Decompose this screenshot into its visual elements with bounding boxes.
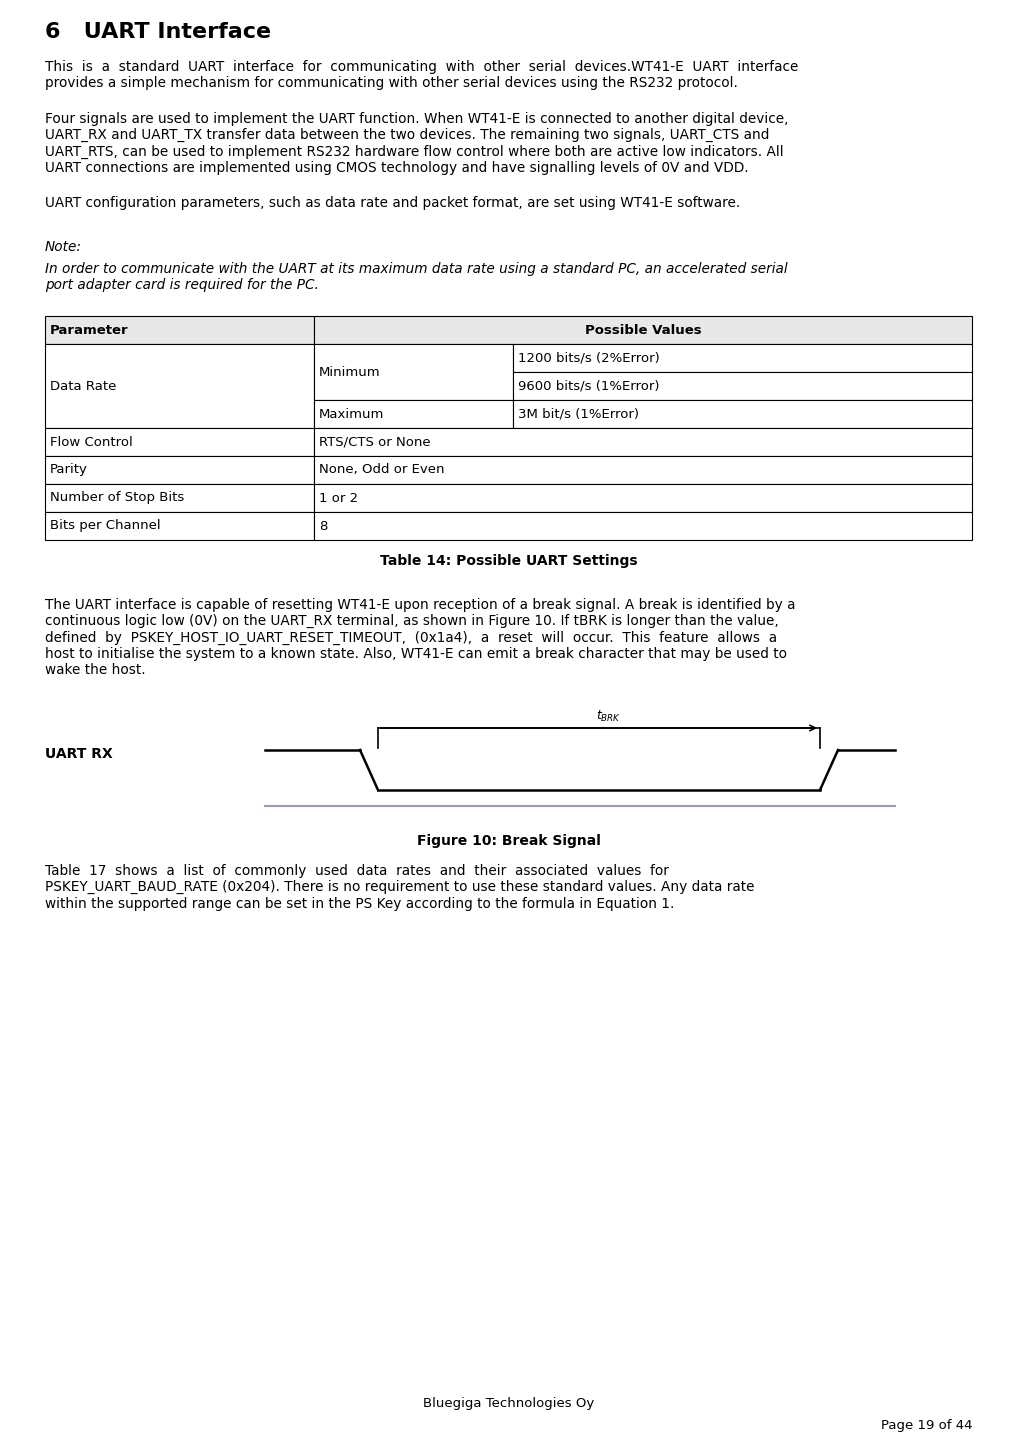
Text: Four signals are used to implement the UART function. When WT41-E is connected t: Four signals are used to implement the U…	[45, 112, 788, 174]
Text: In order to communicate with the UART at its maximum data rate using a standard : In order to communicate with the UART at…	[45, 262, 787, 293]
Text: Parameter: Parameter	[50, 323, 128, 336]
Text: Table 14: Possible UART Settings: Table 14: Possible UART Settings	[379, 554, 638, 568]
Bar	[45, 428, 313, 456]
Text: 6   UART Interface: 6 UART Interface	[45, 22, 271, 42]
Text: 3M bit/s (1%Error): 3M bit/s (1%Error)	[518, 408, 639, 421]
Text: Figure 10: Break Signal: Figure 10: Break Signal	[417, 833, 600, 848]
Bar	[514, 345, 972, 372]
Bar	[313, 456, 972, 485]
Bar	[313, 399, 514, 428]
Text: UART configuration parameters, such as data rate and packet format, are set usin: UART configuration parameters, such as d…	[45, 196, 740, 211]
Text: 8: 8	[318, 519, 327, 532]
Text: Parity: Parity	[50, 463, 87, 476]
Bar	[313, 485, 972, 512]
Text: Possible Values: Possible Values	[585, 323, 702, 336]
Bar	[514, 372, 972, 399]
Text: Table  17  shows  a  list  of  commonly  used  data  rates  and  their  associat: Table 17 shows a list of commonly used d…	[45, 864, 755, 910]
Text: Bluegiga Technologies Oy: Bluegiga Technologies Oy	[423, 1397, 594, 1410]
Text: 1200 bits/s (2%Error): 1200 bits/s (2%Error)	[518, 352, 660, 365]
Text: $t_{BRK}$: $t_{BRK}$	[596, 709, 621, 724]
Bar	[45, 345, 313, 428]
Text: Data Rate: Data Rate	[50, 379, 116, 392]
Text: 9600 bits/s (1%Error): 9600 bits/s (1%Error)	[518, 379, 660, 392]
Text: Flow Control: Flow Control	[50, 435, 132, 448]
Text: UART RX: UART RX	[45, 747, 113, 761]
Bar	[514, 399, 972, 428]
Text: RTS/CTS or None: RTS/CTS or None	[318, 435, 430, 448]
Text: Maximum: Maximum	[318, 408, 384, 421]
Text: None, Odd or Even: None, Odd or Even	[318, 463, 444, 476]
Bar	[313, 316, 972, 345]
Bar	[45, 485, 313, 512]
Text: Bits per Channel: Bits per Channel	[50, 519, 161, 532]
Text: Note:: Note:	[45, 239, 81, 254]
Text: Minimum: Minimum	[318, 365, 380, 378]
Text: 1 or 2: 1 or 2	[318, 492, 358, 505]
Bar	[45, 316, 313, 345]
Text: Page 19 of 44: Page 19 of 44	[881, 1419, 972, 1432]
Bar	[313, 345, 514, 399]
Text: Number of Stop Bits: Number of Stop Bits	[50, 492, 184, 505]
Bar	[313, 428, 972, 456]
Bar	[45, 456, 313, 485]
Text: The UART interface is capable of resetting WT41-E upon reception of a break sign: The UART interface is capable of resetti…	[45, 598, 795, 678]
Text: This  is  a  standard  UART  interface  for  communicating  with  other  serial : This is a standard UART interface for co…	[45, 61, 798, 91]
Bar	[313, 512, 972, 539]
Bar	[45, 512, 313, 539]
